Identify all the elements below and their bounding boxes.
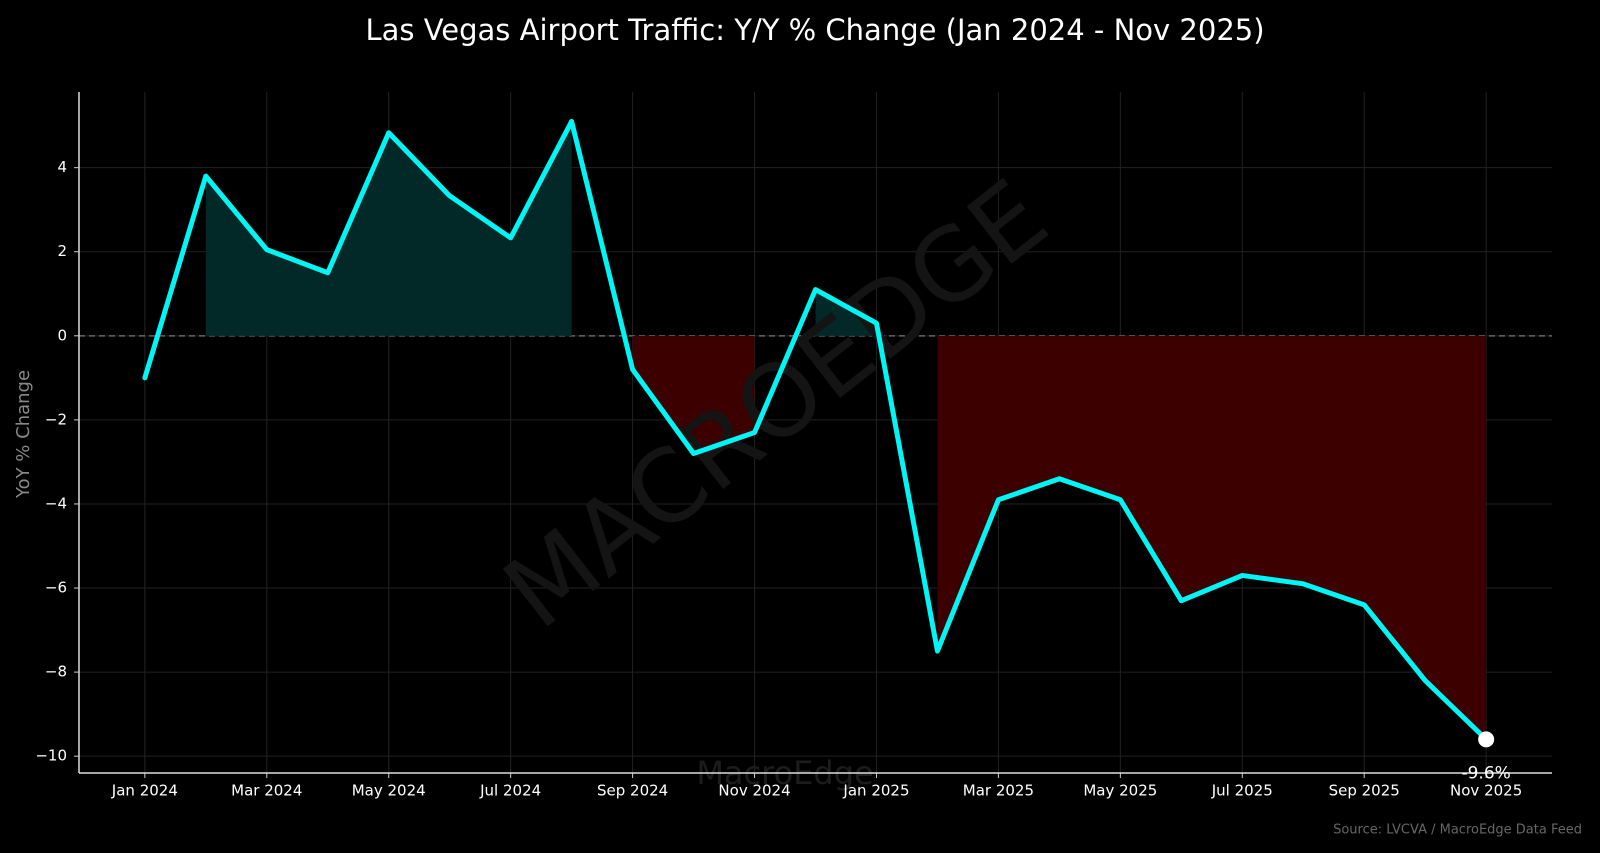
x-tick-label: Sep 2024: [597, 782, 668, 800]
y-tick-label: 0: [57, 326, 67, 344]
negative-area: [937, 335, 1487, 740]
x-tick-label: May 2024: [352, 782, 426, 800]
x-tick-label: Jan 2024: [111, 782, 178, 800]
positive-area: [815, 289, 877, 336]
end-marker: [1478, 731, 1495, 748]
y-tick-label: −10: [35, 747, 67, 765]
x-tick-label: Jul 2025: [1211, 782, 1273, 800]
source-note: Source: LVCVA / MacroEdge Data Feed: [1333, 823, 1582, 838]
y-tick-label: −8: [45, 663, 67, 681]
plot-underlay: [79, 92, 1552, 773]
negative-area: [632, 335, 755, 454]
x-tick-label: May 2025: [1083, 782, 1157, 800]
y-tick-label: 2: [57, 242, 67, 260]
x-tick-label: Mar 2024: [231, 782, 302, 800]
x-tick-label: Jan 2025: [842, 782, 909, 800]
data-label: -9.6%: [1461, 763, 1510, 783]
line: [142, 118, 1489, 742]
x-tick-label: Nov 2024: [718, 782, 790, 800]
x-tick-label: Sep 2025: [1329, 782, 1400, 800]
x-tick-label: Jul 2024: [479, 782, 541, 800]
y-tick-label: −2: [45, 410, 67, 428]
chart-title: Las Vegas Airport Traffic: Y/Y % Change …: [365, 13, 1264, 47]
x-tick-label: Mar 2025: [963, 782, 1034, 800]
positive-area: [205, 121, 572, 336]
y-tick-label: −4: [45, 494, 67, 512]
y-tick-label: −6: [45, 579, 67, 597]
y-tick-label: 4: [57, 158, 67, 176]
y-axis-label: YoY % Change: [13, 370, 34, 499]
x-tick-label: Nov 2025: [1450, 782, 1522, 800]
